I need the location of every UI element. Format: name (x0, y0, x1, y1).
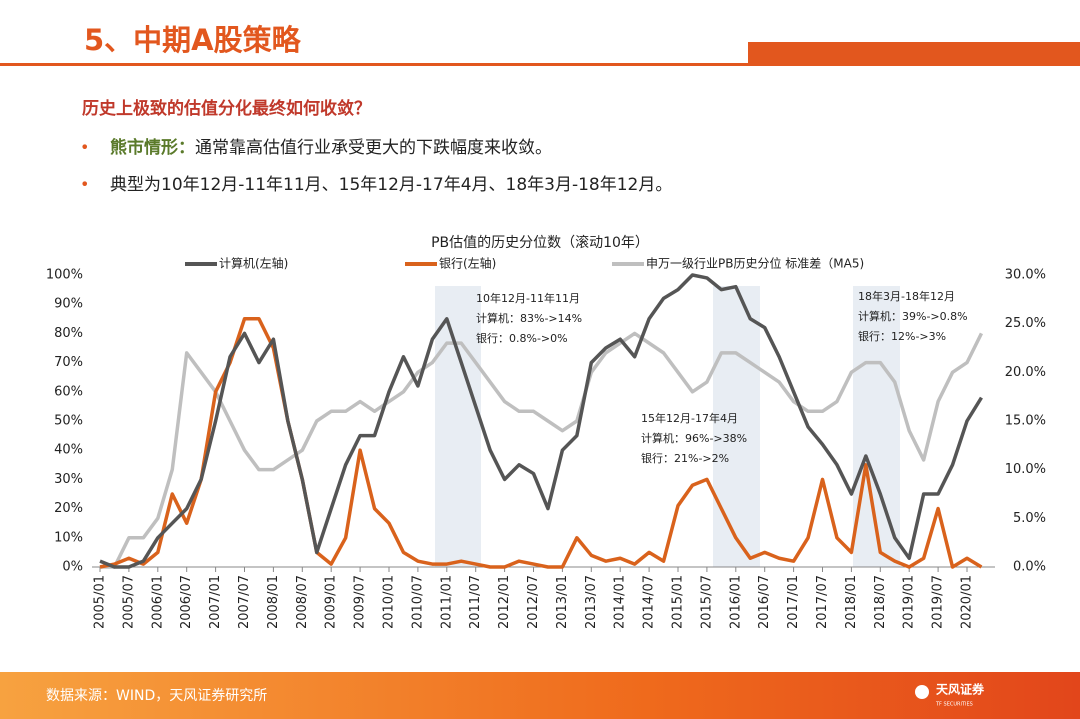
subtitle: 历史上极致的估值分化最终如何收敛？ (82, 98, 371, 119)
annotation: 18年3月-18年12月 (858, 289, 955, 303)
x-tick-label: 2010/01 (382, 575, 397, 629)
x-tick-label: 2007/07 (237, 575, 252, 629)
period-shade (713, 286, 760, 567)
y2-tick-label: 5.0% (1013, 511, 1046, 526)
y2-tick-label: 10.0% (1005, 462, 1046, 477)
logo-icon (915, 685, 929, 699)
footer-band (0, 672, 1080, 719)
x-tick-label: 2018/01 (844, 575, 859, 629)
y-tick-label: 100% (46, 268, 83, 283)
x-tick-label: 2005/01 (93, 575, 108, 629)
annotation: 15年12月-17年4月 (641, 411, 738, 425)
x-tick-label: 2008/01 (266, 575, 281, 629)
x-tick-label: 2017/01 (786, 575, 801, 629)
logo-sub: TF SECURITIES (935, 702, 973, 708)
slide-title: 5、中期A股策略 (84, 23, 302, 57)
x-tick-label: 2017/07 (815, 575, 830, 629)
y-tick-label: 70% (54, 355, 83, 370)
x-tick-label: 2018/07 (873, 575, 888, 629)
annotation: 计算机：96%->38% (641, 431, 747, 445)
x-tick-label: 2015/07 (699, 575, 714, 629)
x-tick-label: 2005/07 (121, 575, 136, 629)
series-line (100, 331, 984, 569)
legend-label: 银行(左轴) (439, 256, 496, 271)
bullet-text: 典型为10年12月-11年11月、15年12月-17年4月、18年3月-18年1… (110, 175, 672, 195)
x-tick-label: 2013/07 (584, 575, 599, 629)
x-tick-label: 2014/01 (613, 575, 628, 629)
bullet-label: 熊市情形： (110, 137, 195, 158)
x-tick-label: 2016/01 (728, 575, 743, 629)
series-line (99, 273, 983, 569)
y2-tick-label: 20.0% (1005, 365, 1046, 380)
y-tick-label: 80% (54, 326, 83, 341)
logo-name: 天风证券 (936, 682, 985, 697)
bullet-body: 通常靠高估值行业承受更大的下跌幅度来收敛。 (195, 138, 552, 158)
chart-title: PB估值的历史分位数（滚动10年） (431, 234, 649, 251)
x-tick-label: 2015/01 (671, 575, 686, 629)
y-tick-label: 0% (62, 560, 83, 575)
x-tick-label: 2013/01 (555, 575, 570, 629)
header-block (748, 42, 1080, 66)
y2-tick-label: 0.0% (1013, 560, 1046, 575)
header-rule (0, 63, 750, 66)
x-tick-label: 2019/01 (902, 575, 917, 629)
series-line (99, 317, 983, 569)
x-tick-label: 2010/07 (410, 575, 425, 629)
x-tick-label: 2009/07 (353, 575, 368, 629)
x-tick-label: 2016/07 (757, 575, 772, 629)
annotation: 银行：21%->2% (641, 451, 729, 465)
x-tick-label: 2011/01 (439, 575, 454, 629)
annotation: 银行：0.8%->0% (476, 331, 568, 345)
y-tick-label: 20% (54, 501, 83, 516)
y-tick-label: 60% (54, 384, 83, 399)
footer-source: 数据来源：WIND，天风证券研究所 (46, 688, 267, 704)
x-tick-label: 2006/01 (150, 575, 165, 629)
y-tick-label: 90% (54, 297, 83, 312)
x-tick-label: 2006/07 (179, 575, 194, 629)
period-shade (435, 286, 481, 567)
bullet-dot: • (80, 138, 89, 157)
y2-tick-label: 30.0% (1005, 268, 1046, 283)
y-tick-label: 30% (54, 472, 83, 487)
bullet-text: 熊市情形：通常靠高估值行业承受更大的下跌幅度来收敛。 (110, 137, 552, 158)
x-tick-label: 2019/07 (931, 575, 946, 629)
x-tick-label: 2007/01 (208, 575, 223, 629)
annotation: 计算机：83%->14% (476, 311, 582, 325)
y-tick-label: 10% (54, 530, 83, 545)
x-tick-label: 2012/07 (526, 575, 541, 629)
bullet-dot: • (80, 175, 89, 194)
annotation: 计算机：39%->0.8% (858, 309, 968, 323)
x-tick-label: 2011/07 (468, 575, 483, 629)
y-tick-label: 40% (54, 443, 83, 458)
x-tick-label: 2012/01 (497, 575, 512, 629)
x-tick-label: 2009/01 (324, 575, 339, 629)
y2-tick-label: 15.0% (1005, 414, 1046, 429)
annotation: 银行：12%->3% (858, 329, 946, 343)
x-tick-label: 2008/07 (295, 575, 310, 629)
legend-label: 申万一级行业PB历史分位 标准差（MA5) (646, 256, 864, 271)
y2-tick-label: 25.0% (1005, 316, 1046, 331)
annotation: 10年12月-11年11月 (476, 291, 580, 305)
y-tick-label: 50% (54, 414, 83, 429)
x-tick-label: 2020/01 (960, 575, 975, 629)
legend-label: 计算机(左轴) (219, 256, 288, 271)
x-tick-label: 2014/07 (642, 575, 657, 629)
